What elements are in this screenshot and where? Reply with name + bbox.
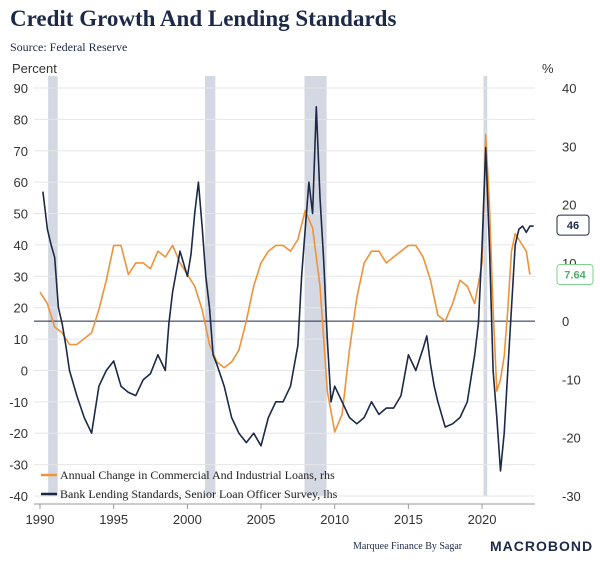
y-left-tick-label: 40 — [14, 238, 28, 253]
recession-band — [205, 76, 216, 496]
end-label-box-lending — [556, 214, 590, 236]
y-right-tick-label: 20 — [562, 198, 576, 213]
y-left-tick-label: 80 — [14, 112, 28, 127]
end-label-loans: 7.64 — [564, 270, 586, 282]
end-label-lending: 46 — [567, 220, 579, 232]
series-line-2 — [42, 106, 534, 472]
x-tick-label: 1990 — [26, 512, 55, 527]
y-left-tick-label: -10 — [9, 395, 28, 410]
x-tick-label: 2020 — [468, 512, 497, 527]
y-left-tick-label: -20 — [9, 426, 28, 441]
chart-title: Credit Growth And Lending Standards — [10, 6, 397, 31]
y-left-tick-label: 60 — [14, 175, 28, 190]
x-tick-label: 2000 — [173, 512, 202, 527]
y-left-tick-label: 20 — [14, 301, 28, 316]
y-left-tick-label: -30 — [9, 458, 28, 473]
y-left-tick-label: 10 — [14, 332, 28, 347]
x-tick-label: 1995 — [99, 512, 128, 527]
y-right-tick-label: -10 — [562, 372, 581, 387]
y-right-unit: % — [542, 61, 554, 76]
legend-label-2: Bank Lending Standards, Senior Loan Offi… — [60, 487, 338, 501]
y-left-tick-label: 30 — [14, 269, 28, 284]
x-tick-label: 2005 — [247, 512, 276, 527]
y-left-tick-label: -40 — [9, 489, 28, 504]
y-right-tick-label: -30 — [562, 489, 581, 504]
y-right-tick-label: 40 — [562, 81, 576, 96]
x-tick-label: 2010 — [320, 512, 349, 527]
footer-credit: Marquee Finance By Sagar — [353, 541, 463, 552]
end-label-box-loans — [556, 264, 594, 286]
y-left-tick-label: 0 — [21, 363, 28, 378]
y-right-tick-label: -20 — [562, 431, 581, 446]
y-right-tick-label: 30 — [562, 139, 576, 154]
y-right-tick-label: 0 — [562, 314, 569, 329]
x-tick-label: 2015 — [394, 512, 423, 527]
recession-band — [304, 76, 327, 496]
chart-subtitle: Source: Federal Reserve — [10, 40, 128, 54]
series-line-1 — [39, 133, 531, 433]
recession-band — [48, 76, 58, 496]
y-left-tick-label: 90 — [14, 81, 28, 96]
y-left-unit: Percent — [12, 61, 57, 76]
legend-label-1: Annual Change in Commercial And Industri… — [60, 468, 335, 482]
macrobond-logo: MACROBOND — [490, 538, 594, 554]
y-left-tick-label: 50 — [14, 207, 28, 222]
recession-band — [483, 76, 488, 496]
y-left-tick-label: 70 — [14, 144, 28, 159]
